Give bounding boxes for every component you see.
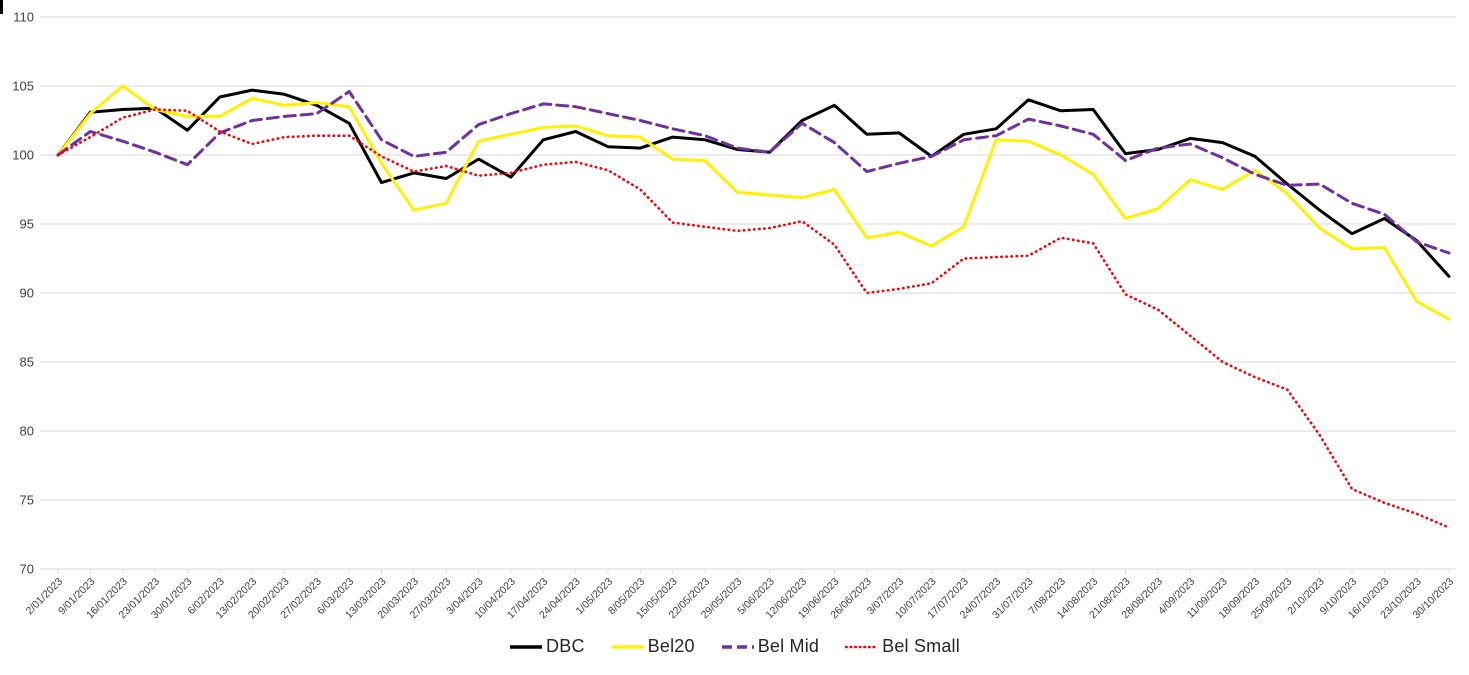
series-line-bel-mid — [56, 90, 1451, 255]
series-line-bel-small — [56, 108, 1451, 529]
legend-label: Bel Small — [882, 636, 960, 656]
legend-item-bel-small: Bel Small — [845, 636, 960, 657]
y-axis-label: 70 — [20, 562, 34, 577]
y-axis-label: 95 — [20, 217, 34, 232]
y-axis-label: 100 — [12, 148, 34, 163]
corner-mark — [0, 0, 3, 14]
legend-label: DBC — [546, 636, 585, 656]
series-line-bel20 — [56, 84, 1451, 321]
y-axis-label: 90 — [20, 286, 34, 301]
y-axis-label: 110 — [13, 10, 34, 25]
legend-swatch-dashed-line — [721, 644, 754, 649]
legend-label: Bel20 — [647, 636, 695, 656]
y-axis-label: 75 — [20, 493, 34, 508]
y-axis-label: 85 — [20, 355, 34, 370]
legend-item-dbc: DBC — [509, 636, 585, 657]
legend-item-bel-mid: Bel Mid — [721, 636, 819, 657]
series-line-dbc — [56, 88, 1451, 278]
legend-swatch-solid-line — [611, 644, 644, 649]
legend-label: Bel Mid — [757, 636, 820, 656]
legend-swatch-solid-line — [510, 644, 543, 649]
y-axis-label: 105 — [12, 79, 34, 94]
legend-item-bel20: Bel20 — [611, 636, 695, 657]
legend-swatch-dotted-line — [845, 645, 880, 648]
y-axis-label: 80 — [20, 424, 34, 439]
chart-legend: DBC Bel20 Bel Mid Bel Small — [0, 636, 1469, 657]
